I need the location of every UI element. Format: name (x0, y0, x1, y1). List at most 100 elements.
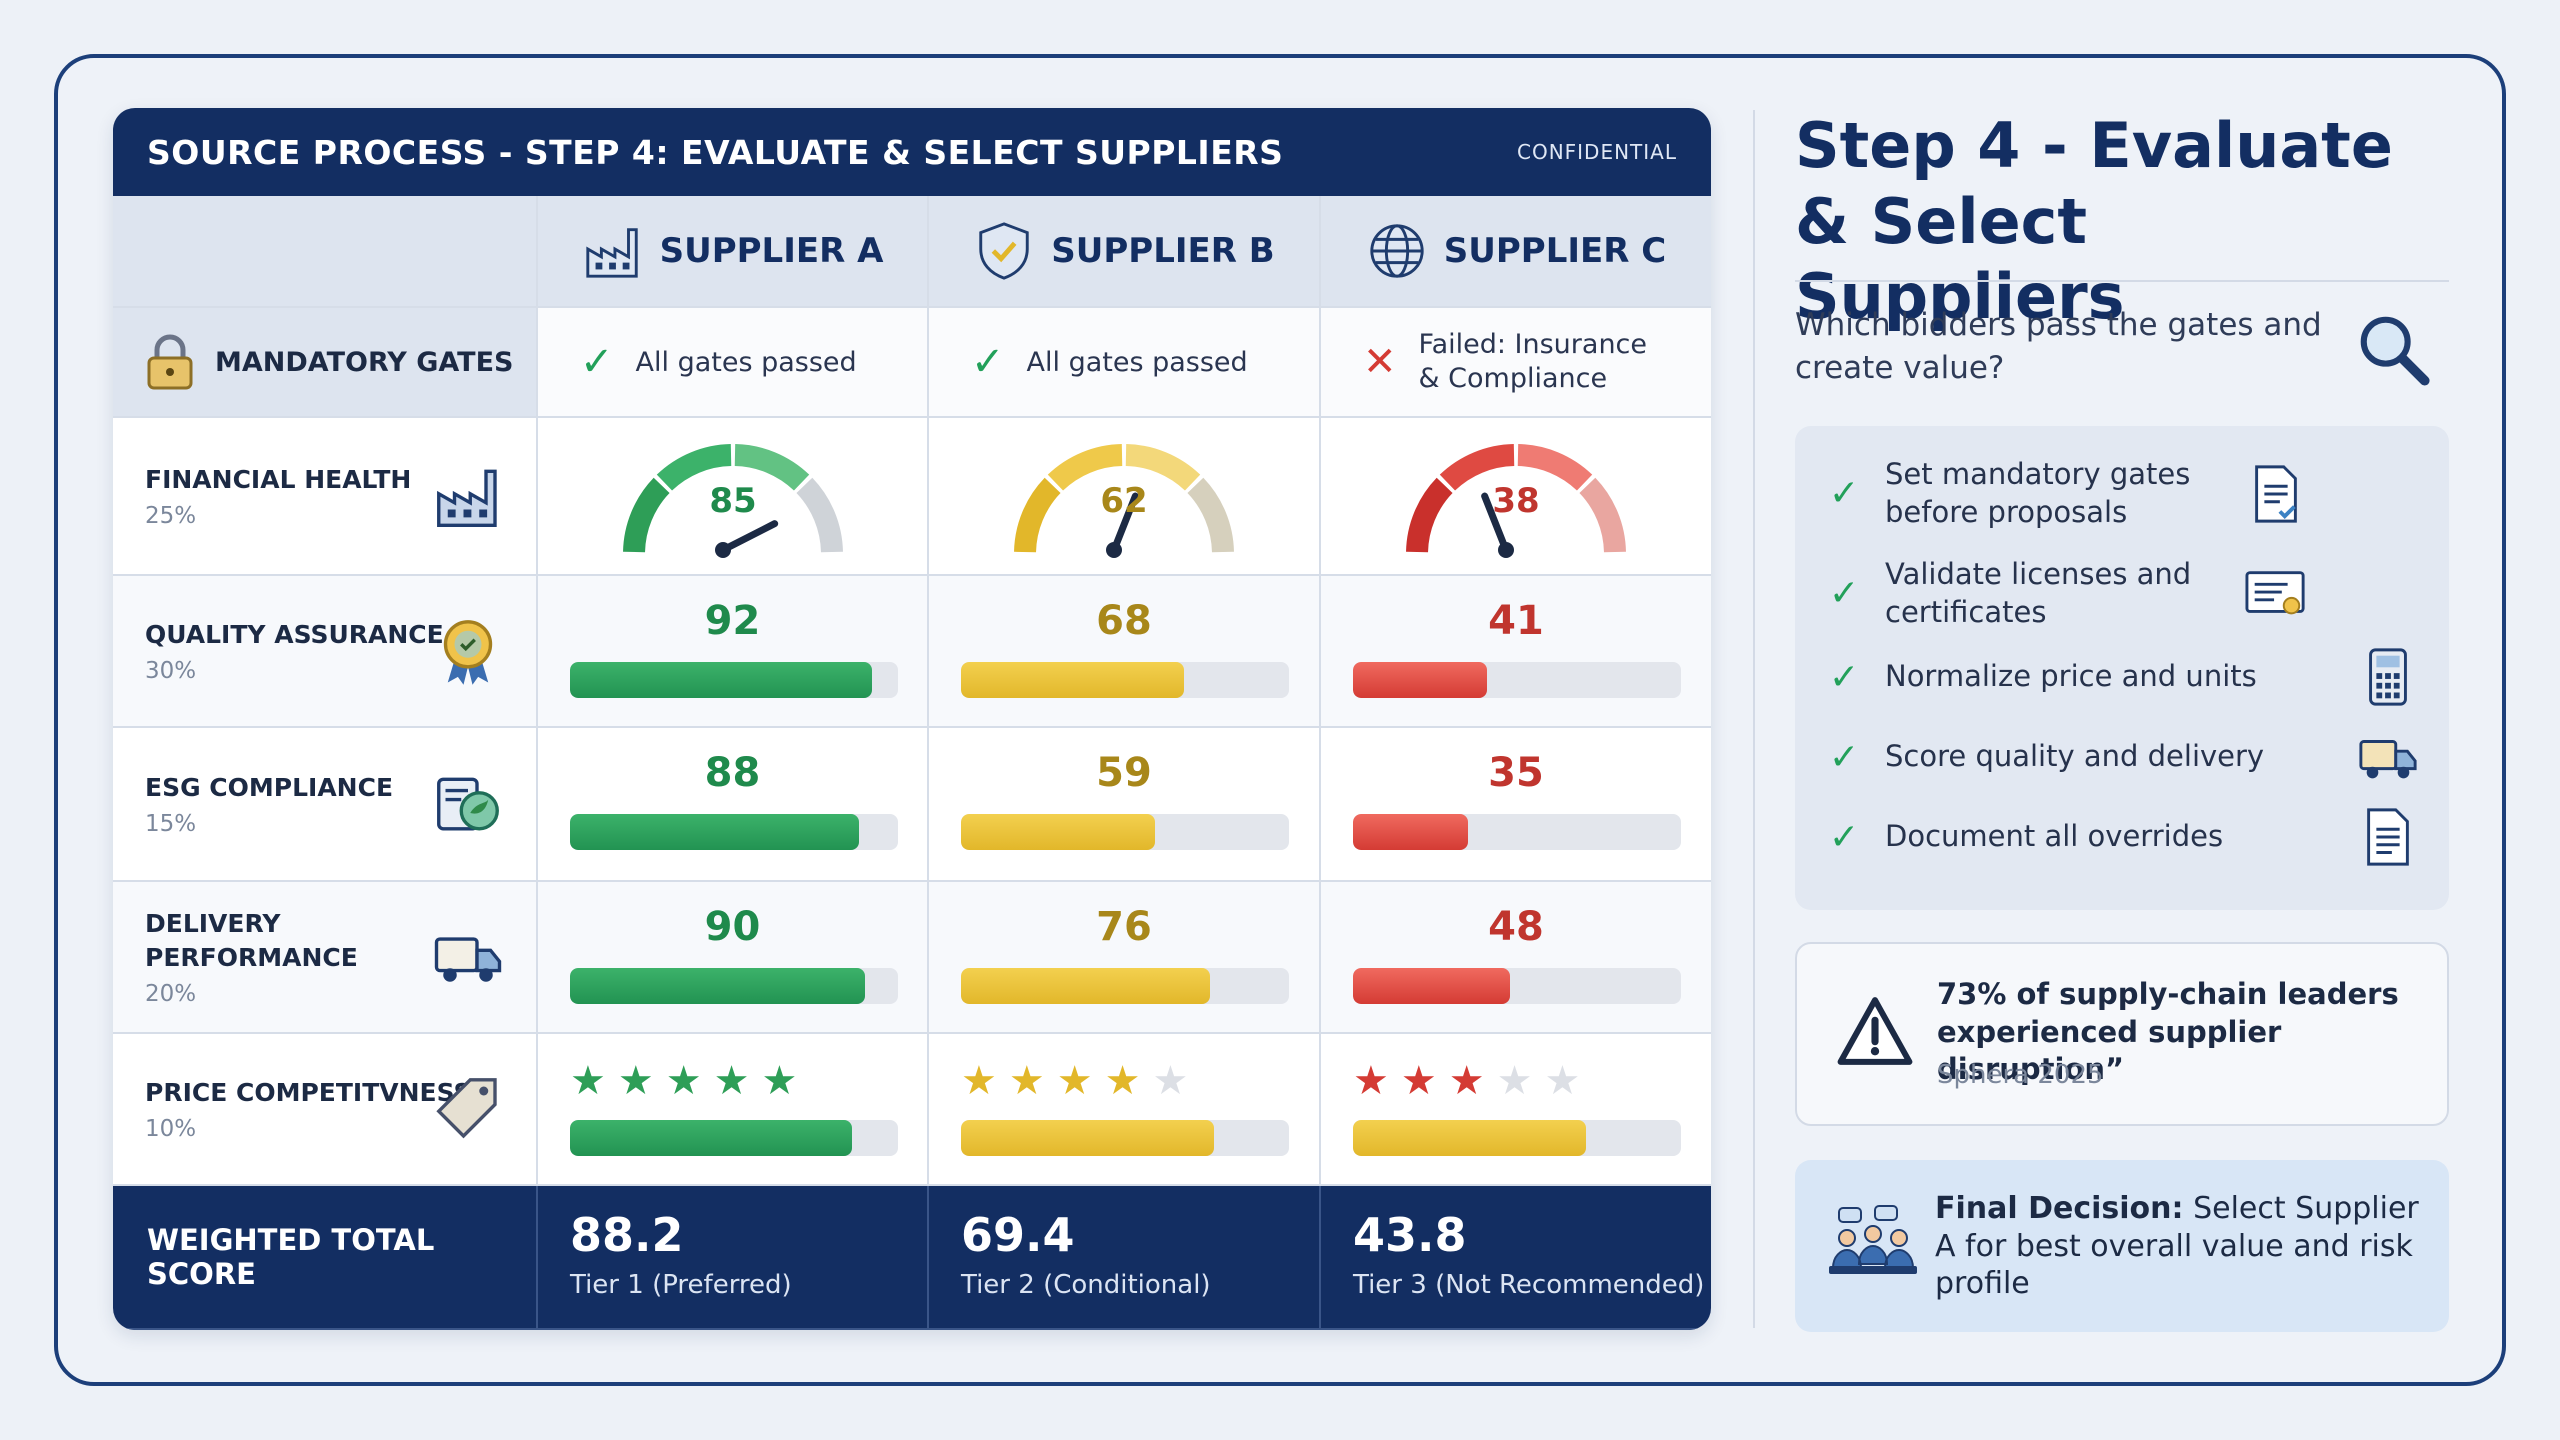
mandatory-gates-label-cell: MANDATORY GATES (113, 308, 538, 418)
gauge-hub (714, 542, 731, 558)
tier-label: Tier 2 (Conditional) (961, 1270, 1211, 1300)
score-bar-fill (1353, 1120, 1586, 1156)
criterion-esg-compliance: ESG COMPLIANCE 15% (113, 728, 538, 882)
gauge-needle (719, 520, 778, 554)
gauge-segment (1579, 477, 1626, 553)
total-supplier-b: 69.4 Tier 2 (Conditional) (929, 1186, 1321, 1330)
star-rating: ★ ★ ★ ★ ★ (570, 1058, 797, 1104)
list-item: ✓ Normalize price and units (1829, 646, 2419, 708)
gauge-segment (1406, 477, 1453, 553)
score-cell: 68 (929, 576, 1321, 728)
score-bar-fill (570, 814, 859, 850)
gauge-segment (733, 444, 809, 491)
total-score: 88.2 (570, 1208, 684, 1262)
gate-status-text: All gates passed (635, 346, 857, 378)
score-bar (570, 968, 898, 1004)
check-icon: ✓ (971, 339, 1005, 385)
star-filled-icon: ★ (1056, 1058, 1093, 1104)
gauge-segment (1187, 477, 1234, 553)
total-supplier-a: 88.2 Tier 1 (Preferred) (538, 1186, 929, 1330)
star-filled-icon: ★ (713, 1058, 750, 1104)
score-bar-fill (570, 662, 872, 698)
score-cell: 59 (929, 728, 1321, 882)
star-filled-icon: ★ (1008, 1058, 1045, 1104)
score-cell: ★ ★ ★ ★ ★ (538, 1034, 929, 1186)
score-value: 90 (704, 904, 761, 950)
score-bar-fill (570, 968, 866, 1004)
star-empty-icon: ★ (1496, 1058, 1533, 1104)
score-cell: 88 (538, 728, 929, 882)
gauge-value: 38 (1492, 481, 1539, 521)
gauge-chart: 62 (1014, 444, 1234, 558)
board-title: SOURCE PROCESS - STEP 4: EVALUATE & SELE… (147, 132, 1284, 172)
supplier-name: SUPPLIER A (659, 231, 884, 271)
panel-divider (1753, 110, 1755, 1328)
final-decision-label: Final Decision: (1935, 1191, 2184, 1226)
gauge-chart: 85 (622, 444, 843, 558)
score-bar (570, 814, 898, 850)
gauge-segment (795, 477, 843, 553)
gate-status-c: ✕ Failed: Insurance & Compliance (1321, 308, 1711, 418)
list-item: ✓ Validate licenses and certificates (1829, 556, 2419, 631)
side-question: Which bidders pass the gates and create … (1795, 307, 2322, 386)
star-filled-icon: ★ (961, 1058, 997, 1104)
score-cell: ★ ★ ★ ★ ★ (1321, 1034, 1711, 1186)
supplier-name: SUPPLIER B (1051, 231, 1275, 271)
gauge-segment (1014, 477, 1061, 553)
star-filled-icon: ★ (761, 1058, 798, 1104)
criterion-weight: 15% (145, 810, 197, 837)
final-decision-body: Select Supplier A for best overall value… (1935, 1191, 2419, 1301)
score-cell: 35 (1321, 728, 1711, 882)
total-supplier-c: 43.8 Tier 3 (Not Recommended) (1321, 1186, 1711, 1330)
gauge-segment (1125, 444, 1201, 491)
score-value: 35 (1488, 750, 1544, 796)
checklist-text: Document all overrides (1885, 819, 2224, 854)
star-filled-icon: ★ (617, 1058, 654, 1104)
score-value: 68 (1096, 598, 1152, 644)
score-bar (1353, 662, 1681, 698)
criterion-price-competitiveness: PRICE COMPETITVNESS 10% (113, 1034, 538, 1186)
criterion-financial-health: FINANCIAL HEALTH 25% (113, 418, 538, 576)
final-decision-card: Final Decision: Select Supplier A for be… (1795, 1160, 2449, 1332)
star-filled-icon: ★ (665, 1058, 702, 1104)
eco-icon (437, 777, 499, 831)
total-score: 69.4 (961, 1208, 1075, 1262)
gate-status-text: Failed: Insurance & Compliance (1418, 329, 1648, 394)
weighted-total-label: WEIGHTED TOTAL SCORE (147, 1223, 435, 1291)
supplier-a-header: SUPPLIER A (538, 196, 929, 308)
document-icon (2367, 808, 2409, 866)
side-title: Step 4 - Evaluate & Select Suppliers (1795, 109, 2393, 334)
factory-icon (437, 469, 497, 527)
score-value: 48 (1488, 904, 1544, 950)
final-decision-text: Final Decision: Select Supplier A for be… (1935, 1190, 2425, 1303)
warning-icon (1837, 997, 1913, 1065)
check-icon: ✓ (580, 339, 614, 385)
truck-icon (434, 937, 502, 982)
star-rating: ★ ★ ★ ★ ★ (1353, 1058, 1580, 1104)
star-filled-icon: ★ (1400, 1058, 1437, 1104)
certificate-icon (2245, 570, 2305, 615)
scorecard-table: SUPPLIER A SUPPLIER B SUPPLIER C MANDATO… (113, 196, 1711, 1330)
table-corner (113, 196, 538, 308)
score-cell: 62 (929, 418, 1321, 576)
evaluation-board: SOURCE PROCESS - STEP 4: EVALUATE & SELE… (113, 108, 1711, 1330)
award-badge-icon (443, 620, 493, 685)
criterion-name: FINANCIAL HEALTH (145, 465, 412, 495)
confidential-label: CONFIDENTIAL (1516, 140, 1677, 164)
quote-source: Sphera 2025 (1937, 1060, 2104, 1090)
score-bar (570, 1120, 898, 1156)
score-bar (961, 1120, 1289, 1156)
board-header: SOURCE PROCESS - STEP 4: EVALUATE & SELE… (113, 108, 1711, 196)
gauge-segment (622, 477, 670, 553)
checklist-text: Set mandatory gates before proposals (1885, 457, 2191, 529)
score-bar-fill (570, 1120, 853, 1156)
side-rule (1795, 280, 2449, 282)
gauge-needle (1110, 492, 1139, 554)
check-icon: ✓ (1829, 736, 1860, 778)
score-value: 88 (704, 750, 761, 796)
meeting-people-icon (1829, 1205, 1917, 1274)
score-value: 92 (704, 598, 761, 644)
gauge-value: 85 (709, 481, 756, 521)
score-bar-fill (961, 968, 1211, 1004)
score-cell: 90 (538, 882, 929, 1034)
